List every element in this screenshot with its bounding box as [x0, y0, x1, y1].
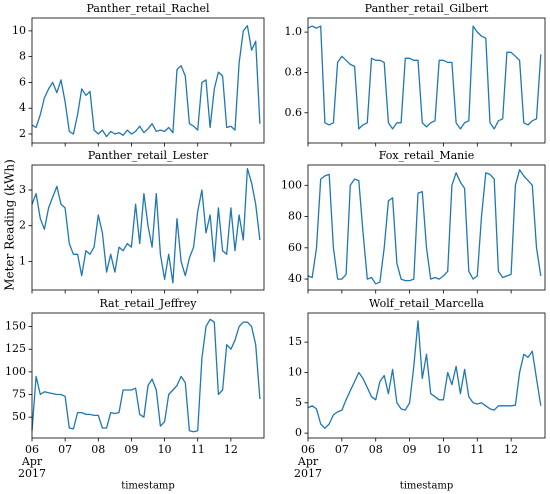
x-tick-label: 09: [403, 443, 417, 456]
line-series: [31, 25, 261, 138]
y-tick-label: 10: [12, 24, 26, 37]
chart-title: Rat_retail_Jeffrey: [99, 297, 197, 310]
x-tick-label: 06: [301, 443, 315, 456]
y-tick-label: 1: [19, 254, 26, 267]
chart-title: Panther_retail_Rachel: [87, 2, 210, 15]
x-tick-label: 12: [504, 443, 518, 456]
y-axis-label: Meter Reading (kWh): [3, 159, 17, 291]
y-tick-label: 1.0: [285, 25, 303, 38]
y-tick-label: 0.6: [285, 106, 303, 119]
chart-title: Panther_retail_Gilbert: [365, 2, 489, 15]
x-tick-label: 07: [58, 443, 72, 456]
y-tick-label: 3: [19, 183, 26, 196]
line-series: [307, 320, 542, 429]
line-series: [31, 318, 261, 433]
x-tick-label: 07: [335, 443, 349, 456]
x-tick-sublabel: Apr: [21, 455, 43, 468]
y-tick-label: 2: [19, 127, 26, 140]
y-tick-label: 75: [12, 388, 26, 401]
y-tick-label: 15: [288, 335, 302, 348]
plot-frame: [307, 164, 546, 291]
chart-title: Panther_retail_Lester: [88, 149, 209, 162]
x-tick-sublabel: 2017: [294, 467, 322, 480]
y-tick-label: 5: [295, 396, 302, 409]
x-tick-label: 08: [91, 443, 105, 456]
chart-title: Wolf_retail_Marcella: [369, 297, 484, 310]
x-tick-label: 09: [124, 443, 138, 456]
y-tick-label: 50: [12, 410, 26, 423]
y-tick-label: 125: [5, 342, 26, 355]
y-tick-label: 10: [288, 365, 302, 378]
plot-frame: [31, 17, 265, 144]
x-tick-label: 11: [191, 443, 205, 456]
x-tick-label: 12: [224, 443, 238, 456]
plot-frame: [307, 17, 546, 144]
y-tick-label: 150: [5, 320, 26, 333]
x-tick-sublabel: 2017: [18, 467, 46, 480]
plot-frame: [307, 312, 546, 439]
x-tick-sublabel: Apr: [297, 455, 319, 468]
y-tick-label: 100: [5, 365, 26, 378]
x-tick-label: 10: [158, 443, 172, 456]
y-tick-label: 40: [288, 272, 302, 285]
y-tick-label: 0.8: [285, 65, 303, 78]
x-tick-label: 11: [470, 443, 484, 456]
chart-title: Fox_retail_Manie: [379, 149, 475, 162]
y-tick-label: 80: [288, 210, 302, 223]
y-tick-label: 4: [19, 101, 26, 114]
x-tick-label: 10: [436, 443, 450, 456]
x-tick-label: 06: [25, 443, 39, 456]
x-axis-label: timestamp: [400, 481, 454, 492]
line-series: [31, 167, 261, 284]
y-tick-label: 8: [19, 50, 26, 63]
plot-frame: [31, 312, 265, 439]
y-tick-label: 2: [19, 219, 26, 232]
line-series: [307, 169, 542, 285]
y-tick-label: 0: [295, 426, 302, 439]
x-axis-label: timestamp: [121, 481, 175, 492]
plot-frame: [31, 164, 265, 291]
y-tick-label: 60: [288, 241, 302, 254]
y-tick-label: 100: [281, 178, 302, 191]
line-series: [307, 25, 542, 130]
y-tick-label: 6: [19, 75, 26, 88]
x-tick-label: 08: [369, 443, 383, 456]
